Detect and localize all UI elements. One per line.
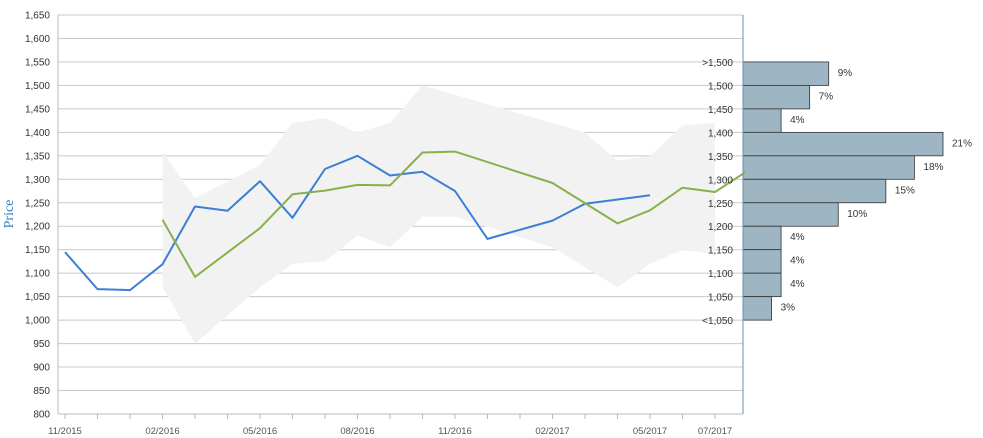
distribution-bin-label: >1,500 xyxy=(702,58,733,69)
axis-labels: 800 850 900 950 1,000 1,050 1,100 1,150 1,200 1,2… xyxy=(25,11,972,438)
price-range-band xyxy=(162,85,715,344)
distribution-bin-label: 1,350 xyxy=(708,152,733,163)
x-tick-label: 11/2016 xyxy=(438,426,472,437)
distribution-bin-label: 1,500 xyxy=(708,81,733,92)
y-tick-label: 1,200 xyxy=(25,222,50,233)
y-tick-label: 1,400 xyxy=(25,128,50,139)
distribution-bin-label: 1,300 xyxy=(708,175,733,186)
distribution-bar xyxy=(742,202,839,227)
distribution-value-label: 21% xyxy=(952,138,972,149)
x-tick-label: 02/2017 xyxy=(535,426,569,437)
distribution-bar xyxy=(742,178,887,204)
distribution-bin-label: 1,450 xyxy=(708,105,733,116)
axes xyxy=(57,15,744,419)
y-tick-label: 1,250 xyxy=(25,198,50,209)
distribution-bin-label: 1,050 xyxy=(708,293,733,304)
x-tick-label: 11/2015 xyxy=(48,426,82,437)
series-line-1 xyxy=(64,154,651,292)
y-tick-label: 1,100 xyxy=(25,269,50,280)
distribution-bin-label: <1,050 xyxy=(702,316,733,327)
distribution-value-label: 15% xyxy=(895,185,915,196)
distribution-bar xyxy=(742,61,830,86)
series-line-2 xyxy=(161,150,745,278)
y-tick-label: 1,650 xyxy=(25,11,50,22)
y-tick-label: 1,600 xyxy=(25,34,50,45)
distribution-bin-label: 1,150 xyxy=(708,246,733,257)
distribution-bar xyxy=(742,108,782,133)
x-tick-label: 05/2016 xyxy=(243,426,277,437)
price-range-area xyxy=(162,85,715,344)
distribution-value-label: 7% xyxy=(819,91,834,102)
y-tick-label: 900 xyxy=(33,363,50,374)
distribution-bar xyxy=(742,225,782,251)
y-tick-label: 1,500 xyxy=(25,81,50,92)
distribution-bar xyxy=(742,155,915,180)
distribution-value-label: 4% xyxy=(790,279,805,290)
y-tick-label: 1,150 xyxy=(25,245,50,256)
y-tick-label: 1,550 xyxy=(25,57,50,68)
distribution-bar xyxy=(742,249,782,274)
y-tick-label: 1,450 xyxy=(25,104,50,115)
y-tick-label: 1,300 xyxy=(25,175,50,186)
x-tick-label: 02/2016 xyxy=(145,426,179,437)
distribution-bin-label: 1,200 xyxy=(708,222,733,233)
distribution-bar xyxy=(742,296,772,321)
x-tick-label: 08/2016 xyxy=(340,426,374,437)
x-tick-label: 05/2017 xyxy=(633,426,667,437)
y-tick-label: 1,350 xyxy=(25,151,50,162)
distribution-value-label: 18% xyxy=(923,162,943,173)
y-axis-title: Price xyxy=(2,200,17,229)
y-tick-label: 850 xyxy=(33,386,50,397)
distribution-bar xyxy=(742,272,782,298)
y-tick-label: 1,050 xyxy=(25,292,50,303)
y-tick-label: 800 xyxy=(33,410,50,421)
y-tick-label: 1,000 xyxy=(25,316,50,327)
distribution-bin-label: 1,400 xyxy=(708,128,733,139)
series-lines xyxy=(64,150,745,292)
x-tick-label: 07/2017 xyxy=(698,426,732,437)
distribution-bar xyxy=(742,131,944,157)
distribution-bar xyxy=(742,85,811,110)
distribution-value-label: 4% xyxy=(790,115,805,126)
distribution-bin-label: 1,100 xyxy=(708,269,733,280)
y-tick-label: 950 xyxy=(33,339,50,350)
distribution-value-label: 9% xyxy=(838,68,853,79)
distribution-value-label: 3% xyxy=(781,303,796,314)
distribution-value-label: 4% xyxy=(790,232,805,243)
distribution-bin-label: 1,250 xyxy=(708,199,733,210)
distribution-value-label: 4% xyxy=(790,256,805,267)
distribution-value-label: 10% xyxy=(847,209,867,220)
